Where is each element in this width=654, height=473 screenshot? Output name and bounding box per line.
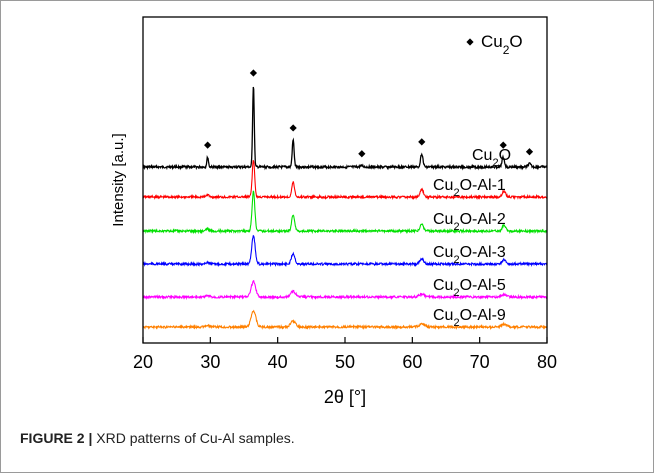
series-label-2: Cu2O-Al-1 [433,177,506,199]
series-layer [142,86,548,331]
x-tick-label: 30 [200,352,220,372]
peak-marker [499,141,507,149]
x-tick-label: 60 [402,352,422,372]
caption-text: XRD patterns of Cu-Al samples. [92,430,295,446]
figure-caption: FIGURE 2 | XRD patterns of Cu-Al samples… [20,430,295,446]
series-line-3 [142,190,548,235]
sample-label-layer: Cu2O Cu2O-Al-1 Cu2O-Al-2 Cu2O-Al-3 Cu2O-Al-5… [433,147,511,329]
series-line-1 [142,86,548,171]
series-line-6 [142,309,548,331]
x-axis-title: 2θ [°] [324,387,366,407]
series-label-6: Cu2O-Al-9 [433,307,506,329]
peak-marker [289,124,297,132]
series-line-4 [142,234,548,268]
legend-label: Cu2O [481,32,523,57]
series-line-2 [142,160,548,201]
x-tick-label: 80 [537,352,557,372]
series-label-5: Cu2O-Al-5 [433,277,506,299]
x-tick-layer: 20 30 40 50 60 70 80 [133,337,557,372]
series-label-4: Cu2O-Al-3 [433,244,506,266]
x-tick-label: 40 [268,352,288,372]
legend-marker [466,38,474,46]
xrd-chart: Cu2O Cu2O-Al-1 Cu2O-Al-2 Cu2O-Al-3 Cu2O-Al-5… [110,16,557,407]
x-tick-label: 50 [335,352,355,372]
peak-marker [418,138,426,146]
peak-marker [358,150,366,158]
series-line-5 [142,279,548,301]
peak-marker [249,69,258,77]
x-tick-label: 20 [133,352,153,372]
peak-marker [204,141,212,149]
caption-label: FIGURE 2 | [20,430,93,446]
x-tick-label: 70 [470,352,490,372]
peak-marker-layer [204,69,534,158]
legend: Cu2O [466,32,523,57]
series-label-3: Cu2O-Al-2 [433,211,506,233]
series-label-1: Cu2O [472,147,511,169]
peak-marker [525,148,534,156]
y-axis-title: Intensity [a.u.] [110,133,127,226]
